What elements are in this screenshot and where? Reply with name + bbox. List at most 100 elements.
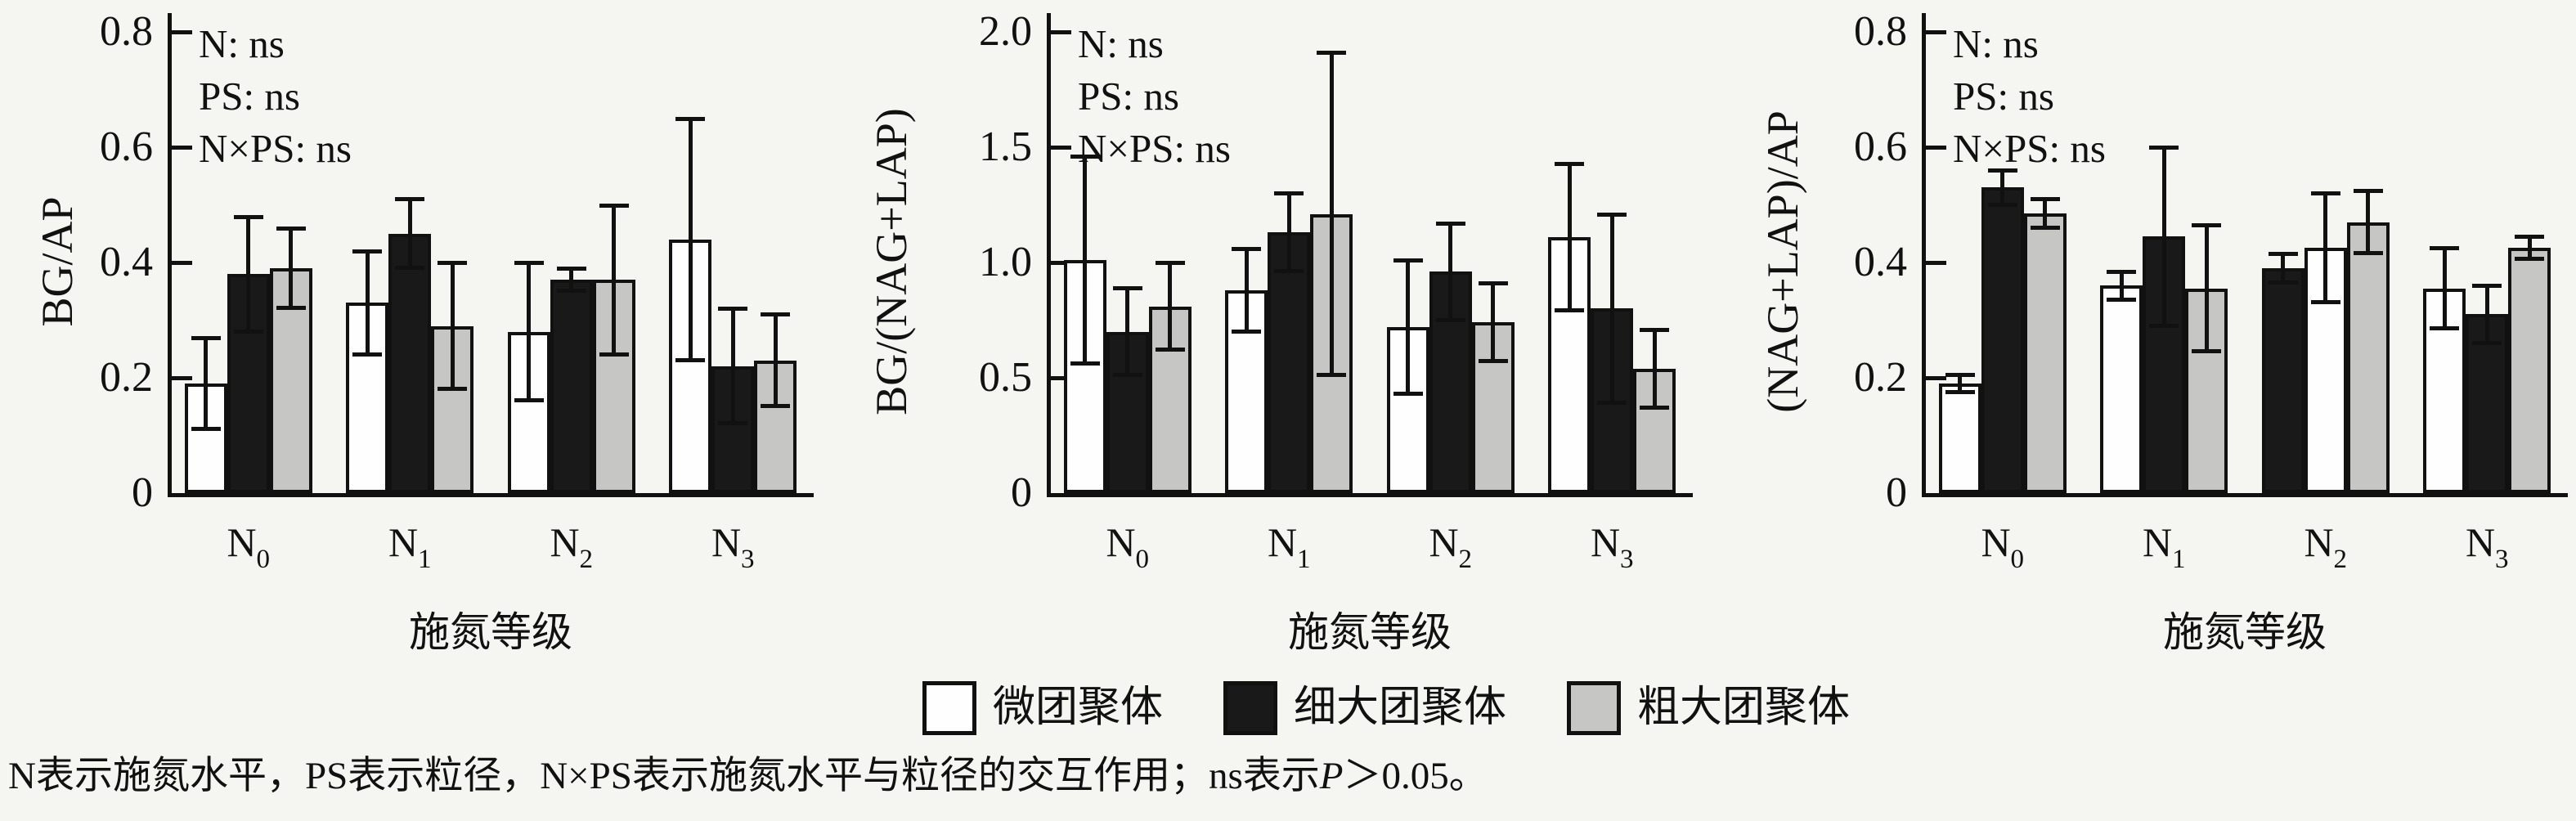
legend-label: 微团聚体 <box>992 684 1163 731</box>
error-bar-line <box>1491 283 1496 362</box>
y-tick-label: 0.5 <box>979 354 1032 401</box>
x-axis-line <box>168 493 814 497</box>
error-bar-cap-bottom <box>395 266 425 271</box>
y-tick <box>1051 30 1071 34</box>
bar-black-N2 <box>550 280 593 493</box>
error-bar-cap-top <box>1393 258 1423 263</box>
error-bar-cap-bottom <box>2310 300 2340 305</box>
y-tick-label: 0.4 <box>1854 239 1907 285</box>
legend-label: 粗大团聚体 <box>1637 684 1851 731</box>
error-bar-line <box>1168 262 1173 351</box>
x-tick-label-N3: N3 <box>2413 514 2560 573</box>
y-tick <box>172 376 192 380</box>
error-bar-line <box>2043 199 2048 228</box>
error-bar-line <box>1406 260 1411 394</box>
y-tick-label: 1.0 <box>979 239 1032 285</box>
error-bar-cap-bottom <box>1640 405 1670 410</box>
error-bar-cap-top <box>2030 197 2060 202</box>
error-bar-cap-bottom <box>1232 329 1262 334</box>
error-bar-cap-top <box>675 116 706 121</box>
error-bar-cap-bottom <box>1555 308 1585 313</box>
error-bar-cap-top <box>1478 281 1508 286</box>
x-axis-title: 施氮等级 <box>1288 609 1452 655</box>
y-tick-label: 0 <box>1886 469 1907 516</box>
x-tick-label-N2: N2 <box>498 514 645 573</box>
x-tick-label-subscript: 1 <box>2172 545 2186 574</box>
x-tick-label-subscript: 2 <box>1458 545 1473 574</box>
anova-annotation: N: ns PS: ns N×PS: ns <box>1078 21 1231 171</box>
error-bar-cap-top <box>2310 191 2340 196</box>
y-tick-label: 2.0 <box>979 8 1032 55</box>
y-tick <box>1051 376 1071 380</box>
error-bar-cap-bottom <box>2430 326 2460 331</box>
bar-gray-N1 <box>2185 288 2228 493</box>
error-bar-line <box>2527 236 2532 260</box>
chart-panel-1: 0 0.2 0.4 0.6 0.8 BG/AP N: ns PS: ns N×PS: ns N… <box>0 0 859 662</box>
bar-white-N1 <box>2100 285 2143 493</box>
x-tick-label-base: N <box>227 519 257 565</box>
y-tick-label: 0 <box>1011 469 1032 516</box>
error-bar-line <box>612 204 617 355</box>
error-bar-cap-top <box>2107 269 2137 274</box>
error-bar-cap-bottom <box>556 289 586 294</box>
error-bar-cap-top <box>1155 261 1185 265</box>
error-bar-line <box>2119 271 2124 300</box>
y-tick-label: 0.2 <box>1854 354 1907 401</box>
error-bar-cap-top <box>233 214 263 219</box>
error-bar-cap-bottom <box>352 352 383 357</box>
bar-white-N2 <box>507 331 550 493</box>
error-bar-cap-top <box>1987 168 2017 173</box>
x-tick-label-base: N <box>1106 519 1136 565</box>
error-bar-cap-bottom <box>514 398 544 403</box>
error-bar-cap-top <box>1274 191 1304 196</box>
error-bar-cap-bottom <box>2515 257 2545 262</box>
error-bar-line <box>730 308 735 424</box>
x-tick-label-subscript: 1 <box>418 545 432 574</box>
error-bar-cap-top <box>2353 188 2383 193</box>
x-tick-label-N0: N0 <box>175 514 322 573</box>
caption-text-prefix: N表示施氮水平，PS表示粒径，N×PS表示施氮水平与粒径的交互作用；ns表示 <box>8 755 1320 797</box>
error-bar-cap-bottom <box>599 352 629 357</box>
x-tick-label-subscript: 0 <box>1135 545 1150 574</box>
y-tick <box>1926 30 1946 34</box>
x-tick-label-N2: N2 <box>2252 514 2399 574</box>
error-bar-cap-bottom <box>2472 340 2502 345</box>
error-bar-cap-top <box>761 312 791 317</box>
caption-italic-p: P <box>1319 755 1344 797</box>
error-bar-cap-top <box>718 307 748 312</box>
bar-gray-N0 <box>2023 213 2067 493</box>
x-tick-label-subscript: 3 <box>1620 545 1634 574</box>
error-bar-cap-top <box>352 249 383 253</box>
x-tick-label-N1: N1 <box>336 514 483 574</box>
error-bar-line <box>450 262 455 390</box>
bar-black-N1 <box>1268 232 1311 493</box>
x-tick-label-subscript: 2 <box>2333 545 2348 574</box>
y-tick-label: 1.5 <box>979 123 1032 170</box>
bar-black-N2 <box>2261 268 2304 493</box>
error-bar-cap-bottom <box>2030 225 2060 230</box>
error-bar-cap-bottom <box>2192 349 2222 354</box>
error-bar-line <box>773 314 778 407</box>
y-axis-line <box>1047 13 1051 497</box>
error-bar-line <box>289 227 294 309</box>
legend-swatch-gray <box>1567 681 1621 735</box>
error-bar-cap-bottom <box>233 329 263 334</box>
error-bar-cap-bottom <box>2268 280 2298 285</box>
error-bar-cap-top <box>2515 235 2545 240</box>
y-tick <box>172 30 192 34</box>
x-tick-label-N1: N1 <box>1215 514 1362 573</box>
error-bar-line <box>688 118 693 361</box>
error-bar-cap-bottom <box>1987 202 2017 207</box>
bar-gray-N3 <box>2508 248 2551 493</box>
error-bar-line <box>1083 156 1088 365</box>
error-bar-cap-bottom <box>1435 317 1465 322</box>
error-bar-line <box>1958 375 1963 393</box>
error-bar-cap-bottom <box>761 404 791 409</box>
x-tick-label-base: N <box>550 519 580 565</box>
error-bar-line <box>1244 249 1249 332</box>
y-tick-label: 0.8 <box>1854 8 1907 55</box>
x-tick-label-base: N <box>388 519 419 565</box>
x-axis-line <box>1047 493 1693 497</box>
x-tick-label-N1: N1 <box>2090 514 2237 574</box>
error-bar-cap-bottom <box>276 306 306 311</box>
